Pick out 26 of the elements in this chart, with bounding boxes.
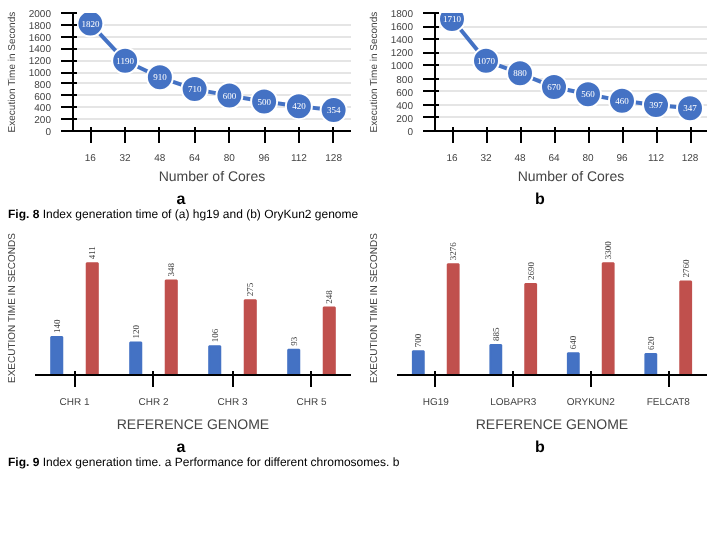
bar bbox=[411, 350, 425, 375]
bar bbox=[446, 263, 460, 375]
bar bbox=[129, 341, 143, 375]
bar bbox=[566, 352, 580, 375]
bar bbox=[243, 299, 257, 375]
bar bbox=[208, 345, 222, 375]
text: a bbox=[176, 190, 186, 208]
point bbox=[215, 81, 244, 110]
bar bbox=[524, 282, 538, 375]
point bbox=[250, 87, 279, 116]
point bbox=[284, 92, 313, 121]
bar bbox=[679, 280, 693, 375]
point bbox=[180, 75, 209, 104]
bar bbox=[50, 335, 64, 375]
text: b bbox=[535, 438, 545, 456]
text: b bbox=[535, 190, 545, 208]
bar bbox=[489, 344, 503, 375]
bar bbox=[322, 306, 336, 375]
bar bbox=[287, 348, 301, 375]
bar bbox=[85, 262, 99, 375]
bar bbox=[644, 353, 658, 375]
bar bbox=[164, 279, 178, 375]
bar bbox=[601, 262, 615, 375]
point bbox=[145, 63, 174, 92]
text: a bbox=[176, 438, 186, 456]
point bbox=[319, 96, 348, 125]
